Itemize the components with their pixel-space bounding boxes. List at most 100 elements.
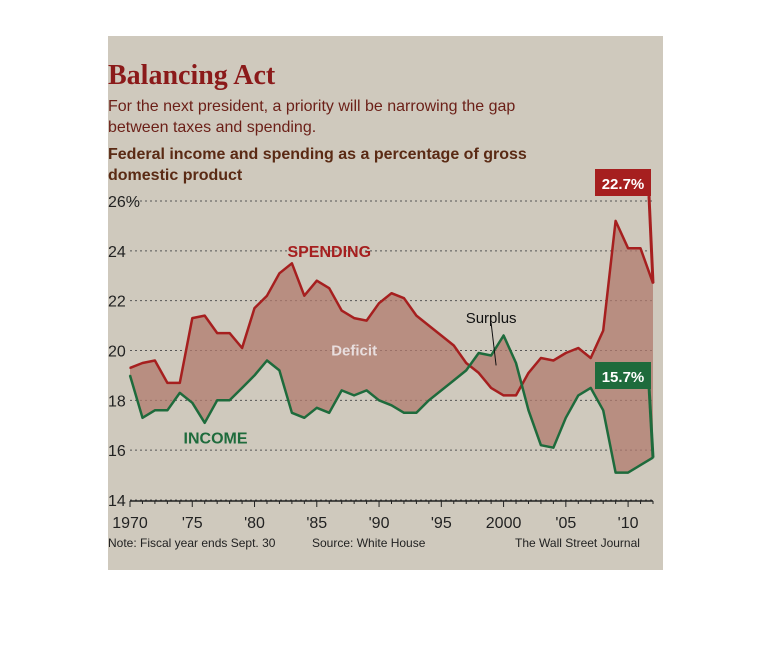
chart-title: Balancing Act — [108, 60, 276, 91]
spending-point — [614, 220, 617, 222]
spending-point — [378, 302, 380, 304]
spending-point — [365, 319, 368, 322]
y-tick-label: 18 — [108, 393, 126, 410]
x-tick-label: '95 — [431, 515, 452, 532]
income-point — [141, 416, 144, 419]
income-point — [515, 362, 517, 364]
spending-point — [452, 344, 455, 347]
y-tick-label: 20 — [108, 344, 126, 361]
income-point — [552, 446, 555, 449]
income-point — [502, 334, 505, 337]
spending-point — [328, 287, 331, 290]
income-point — [303, 416, 306, 419]
spending-point — [141, 362, 144, 364]
income-point — [340, 389, 343, 392]
spending-point — [340, 309, 343, 312]
spending-point — [589, 357, 592, 359]
income-point — [241, 387, 243, 389]
spending-point — [228, 332, 231, 334]
surplus-pointer — [490, 323, 497, 366]
y-tick-label: 14 — [108, 493, 126, 510]
deficit-label: Deficit — [331, 343, 377, 360]
spending-point — [552, 359, 555, 362]
income-label: INCOME — [184, 431, 248, 448]
spending-point — [627, 247, 629, 250]
spending-point — [291, 262, 293, 265]
income-point — [315, 407, 318, 409]
source-note: Source: White House — [312, 536, 426, 550]
income-point — [627, 471, 629, 474]
income-point — [589, 387, 592, 389]
x-tick-label: '75 — [182, 515, 203, 532]
income-point — [278, 369, 281, 372]
spending-point — [191, 317, 194, 319]
income-point — [154, 409, 156, 412]
income-point — [477, 352, 480, 354]
spending-point — [540, 357, 542, 359]
income-point — [465, 369, 468, 372]
chart-svg: 26% 24 22 20 18 16 14 1970 '75 '80 '85 '90 '95 2000 '0… — [108, 169, 655, 532]
income-point — [452, 379, 455, 382]
spending-point — [129, 367, 131, 369]
y-tick-label: 16 — [108, 443, 126, 460]
y-tick-label: 22 — [108, 294, 126, 311]
spending-point — [515, 394, 517, 397]
spending-label: SPENDING — [287, 244, 371, 261]
income-point — [428, 399, 430, 402]
spending-point — [266, 294, 268, 297]
x-tick-label: '05 — [555, 515, 576, 532]
income-end-label-leader — [647, 385, 655, 458]
x-tick-label: '80 — [244, 515, 265, 532]
income-point — [353, 394, 355, 397]
y-tick-label: 26% — [108, 194, 140, 211]
income-point — [253, 374, 256, 377]
spending-point — [353, 317, 355, 319]
income-point — [602, 409, 604, 412]
spending-point — [415, 314, 418, 317]
footnote: Note: Fiscal year ends Sept. 30 — [108, 536, 276, 550]
income-point — [228, 399, 231, 402]
surplus-label: Surplus — [466, 310, 517, 327]
spending-point — [403, 297, 405, 299]
income-point — [216, 399, 218, 402]
income-end-label-box — [595, 362, 651, 389]
spending-point — [527, 372, 530, 374]
spending-point — [465, 362, 468, 364]
spending-end-label-leader — [647, 195, 655, 284]
x-tick-label: 1970 — [112, 515, 148, 532]
income-point — [527, 409, 530, 412]
spending-point — [565, 352, 567, 354]
income-point — [490, 354, 492, 357]
income-point — [614, 471, 617, 474]
income-point — [328, 411, 331, 414]
spending-point — [315, 279, 318, 282]
income-point — [540, 444, 542, 446]
spending-point — [154, 359, 156, 362]
income-point — [577, 394, 580, 397]
spending-point — [440, 334, 443, 337]
income-point — [639, 464, 642, 466]
credit-note: The Wall Street Journal — [515, 536, 640, 550]
income-point — [415, 411, 418, 414]
income-point — [291, 411, 293, 414]
y-tick-label: 24 — [108, 244, 126, 261]
gap-area — [130, 220, 653, 473]
spending-point — [602, 329, 604, 332]
spending-point — [477, 372, 480, 374]
x-tick-label: '10 — [618, 515, 639, 532]
spending-point — [390, 292, 393, 294]
spending-point — [639, 247, 642, 250]
income-point — [378, 399, 380, 402]
spending-point — [203, 314, 206, 317]
spending-point — [502, 394, 505, 397]
spending-point — [216, 332, 218, 334]
income-point — [203, 421, 206, 424]
income-point — [179, 392, 181, 394]
chart-panel: 26% 24 22 20 18 16 14 1970 '75 '80 '85 '90 '95 2000 '0… — [108, 36, 663, 570]
x-tick-label: 2000 — [486, 515, 522, 532]
spending-point — [278, 272, 281, 275]
income-point — [390, 404, 393, 407]
x-tick-label: '85 — [306, 515, 327, 532]
income-point — [403, 411, 405, 414]
spending-point — [303, 294, 306, 297]
